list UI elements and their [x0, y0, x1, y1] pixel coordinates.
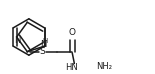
- Text: NH₂: NH₂: [96, 62, 112, 71]
- Text: N: N: [14, 36, 20, 45]
- Text: O: O: [69, 28, 76, 38]
- Text: HN: HN: [65, 63, 78, 72]
- Text: S: S: [39, 47, 45, 56]
- Text: N: N: [40, 40, 47, 49]
- Text: H: H: [42, 38, 47, 44]
